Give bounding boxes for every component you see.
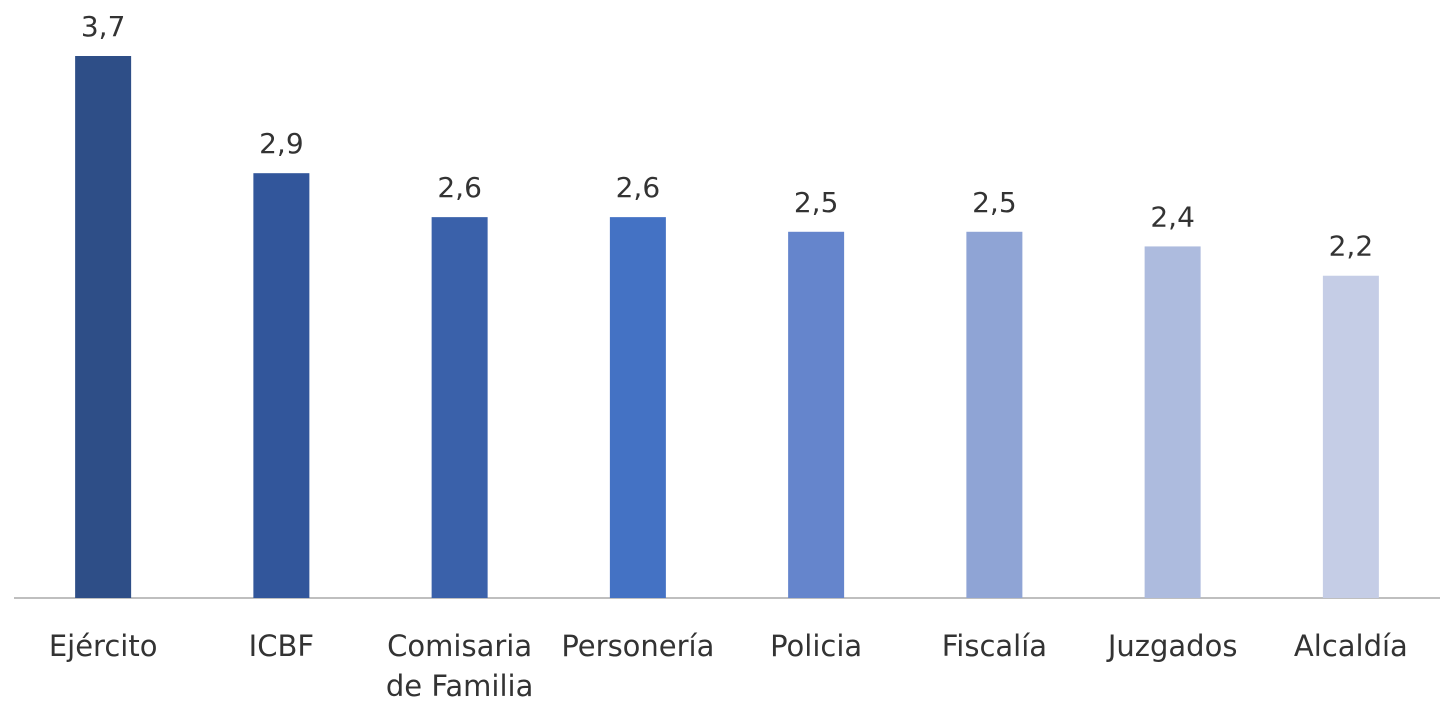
value-label: 3,7: [81, 10, 126, 43]
bar: [788, 231, 845, 598]
x-tick-label: Fiscalía: [941, 629, 1048, 663]
bar: [966, 231, 1023, 598]
value-label: 2,4: [1150, 200, 1195, 233]
x-tick-label: Alcaldía: [1293, 629, 1408, 663]
x-tick-label: Comisaria de Familia: [385, 629, 534, 703]
bar: [1322, 275, 1379, 598]
bar: [431, 217, 488, 598]
x-tick-label: Juzgados: [1107, 629, 1238, 663]
bar: [253, 173, 310, 598]
value-label: 2,9: [259, 127, 304, 160]
x-tick-label: Policia: [770, 629, 863, 663]
bar: [609, 217, 666, 598]
value-label: 2,2: [1329, 230, 1374, 263]
x-tick-label: Ejército: [48, 629, 158, 663]
value-label: 2,5: [972, 186, 1017, 219]
bar: [1144, 246, 1201, 598]
value-label: 2,5: [794, 186, 839, 219]
value-label: 2,6: [437, 171, 482, 204]
bar: [75, 56, 132, 598]
x-tick-label: Personería: [561, 629, 715, 663]
x-tick-label: ICBF: [248, 629, 315, 663]
value-label: 2,6: [616, 171, 661, 204]
